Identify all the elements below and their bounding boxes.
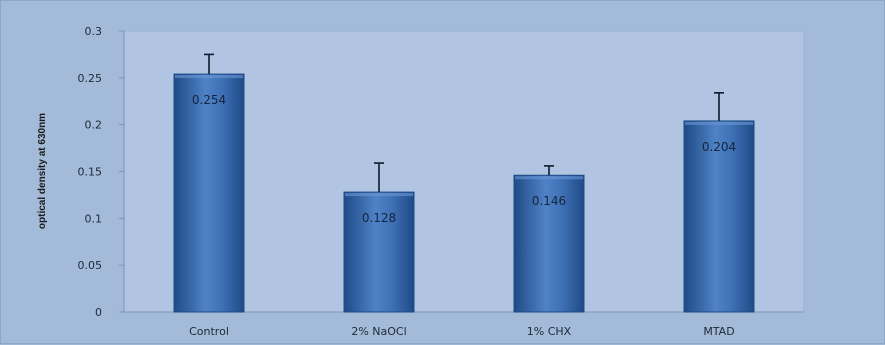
bar [343,191,415,313]
y-tick-label: 0.1 [85,212,103,225]
y-tick-label: 0.3 [85,25,103,38]
bars [173,73,755,313]
bar [683,120,755,313]
y-tick-label: 0.15 [78,166,103,179]
x-tick-label: 2% NaOCl [351,325,406,338]
bar [173,73,245,313]
x-tick-labels: Control 2% NaOCl 1% CHX MTAD [189,325,735,338]
bar-highlight [515,176,583,180]
y-tick-label: 0.25 [78,72,103,85]
x-tick-label: 1% CHX [527,325,572,338]
bar-highlight [175,75,243,79]
y-tick-label: 0 [95,306,102,319]
bar-highlight [345,193,413,197]
data-label: 0.146 [532,194,566,208]
x-tick-label: Control [189,325,229,338]
error-bars [204,53,724,193]
y-ticks: 0 0.05 0.1 0.15 0.2 0.25 0.3 [78,25,124,319]
x-tick-label: MTAD [703,325,734,338]
data-label: 0.254 [192,93,226,107]
data-labels: 0.254 0.128 0.146 0.204 [192,93,736,225]
bar-highlight [685,121,753,125]
y-axis-label: optical density at 630nm [37,113,48,229]
data-label: 0.128 [362,211,396,225]
y-tick-label: 0.2 [85,119,103,132]
bar [513,174,585,313]
data-label: 0.204 [702,140,736,154]
y-tick-label: 0.05 [78,259,103,272]
